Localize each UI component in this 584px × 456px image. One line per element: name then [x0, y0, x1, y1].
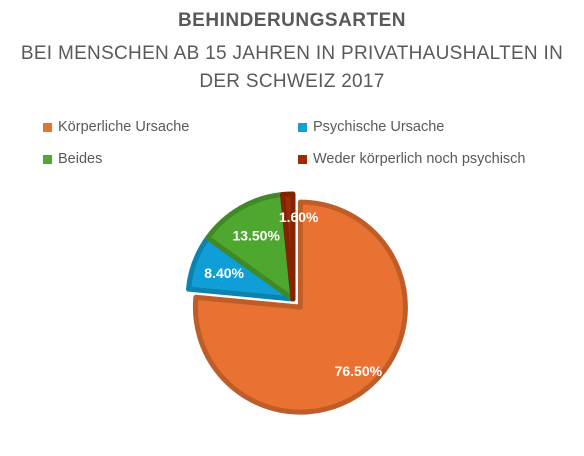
pie-slice-2 — [205, 192, 296, 302]
chart-subtitle: BEI MENSCHEN AB 15 JAHREN IN PRIVATHAUSH… — [0, 40, 584, 96]
legend-swatch — [298, 154, 307, 164]
pie-slice-0 — [192, 199, 408, 415]
legend-swatch — [298, 122, 307, 132]
legend-item-koerperliche-ursache: Körperliche Ursache — [43, 119, 189, 135]
pie-slice-3 — [279, 191, 296, 302]
legend-item-beides: Beides — [43, 151, 102, 167]
chart-subtitle-line-1: BEI MENSCHEN AB 15 JAHREN IN PRIVATHAUSH… — [20, 43, 564, 64]
legend-item-psychische-ursache: Psychische Ursache — [298, 119, 444, 135]
chart-subtitle-line-2: DER SCHWEIZ 2017 — [199, 71, 385, 92]
pie-slice-label-0: 76.50% — [335, 363, 383, 379]
chart-title: BEHINDERUNGSARTEN — [177, 10, 407, 31]
legend-label: Psychische Ursache — [313, 119, 445, 135]
legend-swatch — [43, 154, 52, 164]
legend-label: Weder körperlich noch psychisch — [313, 151, 526, 167]
legend-label: Beides — [58, 151, 103, 167]
legend-label: Körperliche Ursache — [58, 119, 190, 135]
pie-slice-label-1: 8.40% — [204, 265, 244, 281]
pie-slice-label-3: 1.60% — [279, 209, 319, 225]
pie-slice-label-2: 13.50% — [232, 227, 280, 243]
legend-item-weder: Weder körperlich noch psychisch — [298, 151, 526, 167]
legend-swatch — [43, 122, 52, 132]
